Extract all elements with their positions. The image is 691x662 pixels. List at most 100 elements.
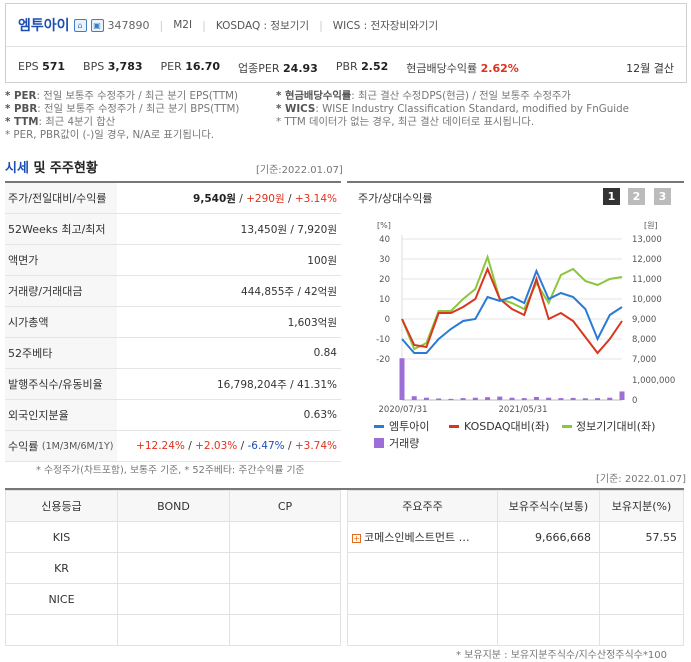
row-value: 1,603억원 [287,316,337,329]
holder-name-cell[interactable]: + 코메스인베스트먼트 … [347,521,498,553]
table-row: 주가/전일대비/수익률 9,540원 / +290원 / +3.14% [5,183,341,214]
volume-bar [497,396,503,400]
table-row: 시가총액 1,603억원 [5,307,341,338]
bps-value: 3,783 [107,60,143,73]
holder-name[interactable]: 코메스인베스트먼트 … [364,531,470,544]
legend-swatch-s4 [374,438,384,448]
note-negative: * PER, PBR값이 (-)일 경우, N/A로 표기됩니다. [5,129,215,141]
credit-header: 신용등급 [5,490,118,522]
chart-panel [347,181,684,458]
row-label: 액면가 [5,245,117,275]
section-title: 시세 및 주주현황 [5,157,98,176]
expand-icon[interactable]: + [352,534,361,543]
note-div: : 최근 결산 수정DPS(현금) / 전일 보통주 수정주가 [351,90,571,102]
row-label: 52Weeks 최고/최저 [5,214,117,244]
company-name[interactable]: 엠투아이 [18,18,70,34]
right-tick: 8,000 [632,335,656,345]
chart-title: 주가/상대수익률 [358,192,433,205]
volume-bar [448,398,454,400]
volume-bar [399,358,405,400]
price-table: 주가/전일대비/수익률 9,540원 / +290원 / +3.14% 52We… [5,181,341,462]
volume-bar [411,396,417,400]
volume-bar [521,398,527,400]
legend-s2: KOSDAQ대비(좌) [464,420,549,433]
table-row: 발행주식수/유동비율 16,798,204주 / 41.31% [5,369,341,400]
section-title-blue: 시세 [5,161,29,176]
note-pbr: : 전일 보통주 수정주가 / 최근 분기 BPS(TTM) [37,103,240,115]
table-row: 액면가 100원 [5,245,341,276]
volume-bar [546,397,552,400]
return-3m: +2.03% [195,440,238,452]
note-ttm-none: * TTM 데이터가 없는 경우, 최근 결산 데이터로 표시됩니다. [276,116,535,128]
volume-bar [582,398,588,400]
price-chart: [%] [원] 40 30 20 10 0 -10 -20 13,000 12,000 11,0… [374,221,675,450]
dividend-label: 현금배당수익률 [406,62,478,75]
volume-bar [472,397,478,400]
settlement-month: 12월 결산 [626,62,674,75]
note-wics: : WISE Industry Classification Standard,… [315,103,629,115]
bps-label: BPS [83,60,105,73]
volume-tick: 1,000,000 [632,376,675,386]
period-button-2[interactable]: 2 [628,188,645,205]
current-price: 9,540원 [193,192,236,205]
row-label: 수익률 (1M/3M/6M/1Y) [5,431,117,461]
eps-label: EPS [18,60,39,73]
credit-table: 신용등급 BOND CP KIS KR NICE [5,490,341,646]
note-wics-key: * WICS [276,103,316,115]
returns-value: +12.24% / +2.03% / -6.47% / +3.74% [136,440,337,452]
holders-header: 보유주식수(보통) [497,490,600,522]
left-tick: 40 [379,235,390,245]
series-line-3 [401,253,623,351]
table-row: + 코메스인베스트먼트 … 9,666,668 57.55 [347,521,684,553]
volume-bar [436,398,442,400]
returns-label: 수익률 [8,440,39,453]
credit-date: [기준: 2022.01.07] [596,474,687,485]
period-button-3[interactable]: 3 [654,188,671,205]
legend-s3: 정보기기대비(좌) [576,420,655,433]
series-line-2 [401,266,623,355]
holder-pct: 57.55 [599,521,684,553]
legend-s1: 엠투아이 [389,420,429,433]
right-tick: 10,000 [632,295,662,305]
sector-per-value: 24.93 [283,62,318,75]
return-1y: +3.74% [294,440,337,452]
return-6m: -6.47% [247,440,285,452]
right-tick: 13,000 [632,235,662,245]
pbr-value: 2.52 [361,60,389,73]
pbr-label: PBR [335,60,358,73]
bottom-divider [5,488,684,490]
table-row: NICE [5,583,341,615]
period-button-1[interactable]: 1 [603,188,620,205]
volume-bar [485,397,491,400]
ir-icon[interactable]: ▣ [90,18,104,32]
row-value: 13,450원 / 7,920원 [240,223,337,236]
right-tick: 7,000 [632,355,656,365]
legend-swatch-s2 [449,425,459,428]
stock-code: 347890 [107,18,150,32]
right-tick: 9,000 [632,315,656,325]
table-row: 외국인지분율 0.63% [5,400,341,431]
series-line-1 [401,268,623,354]
note-per: : 전일 보통주 수정주가 / 최근 분기 EPS(TTM) [36,90,239,102]
row-value: 100원 [307,254,337,267]
holders-footnote: * 보유지분 : 보유지분주식수/지수산정주식수*100 [456,650,667,661]
volume-bar [595,398,601,400]
note-ttm-key: * TTM [5,116,39,128]
table-row: 52주베타 0.84 [5,338,341,369]
right-tick: 11,000 [632,275,662,285]
home-icon[interactable]: ⌂ [73,18,87,32]
note-per-key: * PER [5,90,37,102]
left-tick: -20 [376,355,390,365]
credit-header: BOND [117,490,230,522]
per-label: PER [160,60,182,73]
table-footnote: * 수정주가(차트포함), 보통주 기준, * 52주베타: 주간수익률 기준 [36,465,305,476]
table-row: 52Weeks 최고/최저 13,450원 / 7,920원 [5,214,341,245]
price-change: +290원 [246,192,285,205]
row-value: 0.84 [313,347,337,359]
table-row: 수익률 (1M/3M/6M/1Y) +12.24% / +2.03% / -6.… [5,431,341,462]
left-tick: 10 [379,295,390,305]
volume-tick: 0 [632,396,637,406]
volume-bar [619,391,625,400]
left-unit: [%] [377,221,391,230]
row-label: 52주베타 [5,338,117,368]
